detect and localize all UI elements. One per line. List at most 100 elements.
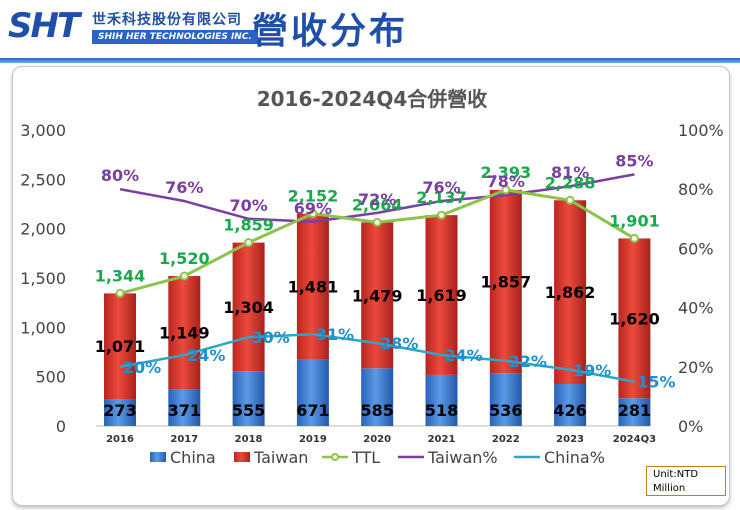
china-value-label: 281: [618, 401, 651, 420]
legend-label: TTL: [351, 448, 380, 467]
taiwan-value-label: 1,304: [223, 298, 274, 317]
x-axis-tick: 2024Q3: [613, 434, 656, 445]
legend-swatch: [150, 452, 166, 462]
header-divider: [0, 58, 740, 63]
right-axis-tick: 20%: [678, 358, 714, 377]
china-value-label: 371: [168, 401, 201, 420]
taiwan-value-label: 1,620: [609, 309, 660, 328]
taiwan-bar: [425, 215, 458, 375]
x-axis-tick: 2019: [299, 434, 327, 445]
taiwan-pct-label: 81%: [551, 163, 589, 182]
taiwan-value-label: 1,862: [545, 283, 596, 302]
china-pct-label: 15%: [637, 373, 675, 392]
ttl-point: [115, 288, 125, 298]
left-axis-tick: 1,500: [20, 269, 66, 288]
x-axis-tick: 2016: [106, 434, 134, 445]
ttl-value-label: 2,152: [288, 187, 339, 206]
left-axis-tick: 500: [35, 368, 66, 387]
china-bar: [489, 373, 522, 426]
x-axis-tick: 2023: [556, 434, 584, 445]
china-value-label: 585: [360, 401, 393, 420]
china-pct-label: 28%: [380, 334, 418, 353]
taiwan-pct-label: 85%: [615, 151, 653, 170]
company-name-en: SHIH HER TECHNOLOGIES INC.: [92, 30, 258, 44]
taiwan-bar: [489, 189, 522, 374]
china-bar: [618, 398, 651, 426]
legend-label: China%: [544, 448, 605, 467]
x-axis-tick: 2022: [492, 434, 520, 445]
taiwan-pct-label: 72%: [358, 190, 396, 209]
taiwan-value-label: 1,857: [480, 273, 531, 292]
taiwan-pct-label: 76%: [165, 178, 203, 197]
right-axis-tick: 40%: [678, 299, 714, 318]
ttl-value-label: 2,288: [545, 173, 596, 192]
legend-marker: [331, 453, 339, 461]
taiwan-bar: [104, 293, 136, 400]
china-pct-label: 22%: [509, 352, 547, 371]
taiwan-bar: [168, 276, 201, 390]
taiwan-bar: [232, 242, 265, 372]
ttl-point: [308, 209, 318, 219]
ttl-point: [437, 210, 446, 220]
china-bar: [554, 383, 587, 426]
left-axis-tick: 2,000: [20, 220, 66, 239]
taiwan-value-label: 1,071: [95, 337, 146, 356]
china-bar: [425, 374, 458, 426]
china-value-label: 273: [103, 401, 136, 420]
x-axis-tick: 2021: [428, 434, 456, 445]
taiwan-bar: [554, 200, 587, 384]
right-axis-tick: 0%: [678, 417, 703, 436]
china-pct-label: 31%: [316, 325, 354, 344]
china-pct-label: 24%: [444, 346, 482, 365]
x-axis-tick: 2018: [235, 434, 263, 445]
taiwan-pct-label: 70%: [229, 196, 267, 215]
legend-label: Taiwan%: [427, 448, 498, 467]
taiwan-pct-line: [119, 173, 635, 224]
china-pct-label: 24%: [187, 346, 225, 365]
taiwan-value-label: 1,619: [416, 286, 467, 305]
ttl-point: [372, 217, 382, 227]
ttl-point: [244, 238, 254, 248]
left-axis-tick: 0: [56, 417, 66, 436]
right-axis-tick: 80%: [678, 180, 714, 199]
ttl-value-label: 1,520: [159, 249, 210, 268]
left-axis-tick: 3,000: [20, 121, 66, 140]
taiwan-value-label: 1,479: [352, 286, 403, 305]
company-logo: SHT: [8, 6, 80, 46]
ttl-value-label: 2,137: [416, 188, 467, 207]
china-pct-label: 19%: [573, 361, 611, 380]
ttl-point: [179, 271, 189, 281]
china-value-label: 671: [296, 401, 329, 420]
china-value-label: 536: [489, 401, 522, 420]
ttl-value-label: 2,064: [352, 195, 403, 214]
taiwan-pct-label: 78%: [487, 172, 525, 191]
china-bar: [168, 389, 201, 426]
right-axis-tick: 100%: [678, 121, 724, 140]
china-pct-label: 20%: [123, 358, 161, 377]
ttl-value-label: 1,344: [95, 266, 146, 285]
page-title: 營收分布: [252, 11, 409, 52]
taiwan-bar: [618, 238, 651, 399]
legend-label: China: [170, 448, 216, 467]
legend-label: Taiwan: [253, 448, 308, 467]
china-value-label: 555: [232, 401, 265, 420]
left-axis-tick: 1,000: [20, 318, 66, 337]
china-bar: [104, 399, 136, 426]
header: SHT 世禾科技股份有限公司 SHIH HER TECHNOLOGIES INC…: [0, 0, 740, 60]
ttl-point: [629, 233, 639, 243]
taiwan-pct-label: 69%: [294, 199, 332, 218]
company-name-cn: 世禾科技股份有限公司: [92, 12, 242, 28]
taiwan-pct-label: 80%: [101, 166, 139, 185]
ttl-value-label: 1,859: [223, 216, 274, 235]
legend-swatch: [234, 452, 250, 462]
china-pct-label: 30%: [251, 328, 289, 347]
chart-title: 2016-2024Q4合併營收: [257, 87, 488, 111]
x-axis-tick: 2020: [363, 434, 391, 445]
left-axis-tick: 2,500: [20, 170, 66, 189]
china-value-label: 518: [425, 401, 458, 420]
ttl-point: [565, 195, 575, 205]
ttl-value-label: 2,393: [480, 163, 531, 182]
china-bar: [296, 359, 329, 426]
right-axis-tick: 60%: [678, 239, 714, 258]
